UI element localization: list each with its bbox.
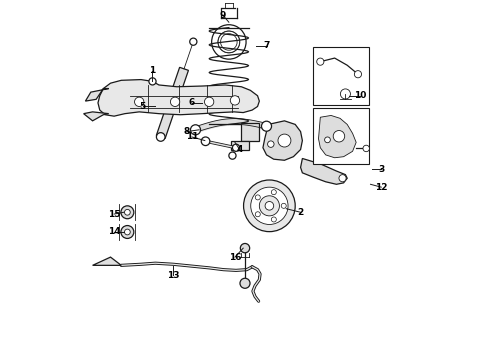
- Circle shape: [363, 145, 369, 152]
- Polygon shape: [93, 257, 122, 265]
- Circle shape: [271, 217, 276, 222]
- Circle shape: [232, 144, 240, 151]
- Text: 4: 4: [237, 145, 243, 154]
- Circle shape: [156, 133, 165, 141]
- Circle shape: [354, 71, 362, 78]
- Circle shape: [191, 125, 200, 135]
- Circle shape: [333, 131, 344, 142]
- Circle shape: [201, 137, 210, 145]
- Circle shape: [271, 190, 276, 195]
- Circle shape: [255, 195, 260, 200]
- Circle shape: [339, 175, 346, 182]
- Circle shape: [171, 97, 180, 107]
- Polygon shape: [300, 158, 347, 184]
- Circle shape: [251, 187, 288, 225]
- Circle shape: [278, 134, 291, 147]
- Text: 3: 3: [378, 165, 384, 174]
- Text: 1: 1: [149, 66, 156, 75]
- Text: 2: 2: [297, 208, 304, 217]
- Circle shape: [262, 121, 271, 131]
- Circle shape: [204, 97, 214, 107]
- Text: 16: 16: [229, 253, 241, 262]
- Text: 6: 6: [189, 98, 195, 107]
- Text: 12: 12: [375, 183, 388, 192]
- Text: 14: 14: [108, 228, 121, 237]
- Polygon shape: [156, 67, 189, 139]
- Circle shape: [121, 226, 134, 238]
- Circle shape: [341, 89, 350, 99]
- Polygon shape: [318, 116, 356, 158]
- Circle shape: [135, 97, 144, 107]
- Circle shape: [240, 243, 250, 253]
- Circle shape: [124, 210, 130, 215]
- Text: 10: 10: [354, 91, 366, 100]
- Text: 8: 8: [184, 127, 190, 136]
- Circle shape: [121, 206, 134, 219]
- Circle shape: [265, 202, 274, 210]
- Circle shape: [149, 78, 156, 85]
- Text: 7: 7: [263, 41, 270, 50]
- Circle shape: [229, 152, 236, 159]
- Circle shape: [124, 229, 130, 235]
- Text: 9: 9: [220, 10, 226, 19]
- Circle shape: [190, 38, 197, 45]
- Text: 13: 13: [167, 270, 179, 279]
- Circle shape: [255, 212, 260, 217]
- Circle shape: [244, 180, 295, 231]
- Circle shape: [317, 58, 324, 65]
- Circle shape: [268, 141, 274, 147]
- Text: 15: 15: [108, 210, 121, 219]
- Circle shape: [240, 278, 250, 288]
- Polygon shape: [263, 121, 302, 160]
- Bar: [313, 108, 368, 164]
- Circle shape: [281, 203, 286, 208]
- Polygon shape: [84, 112, 109, 121]
- Polygon shape: [231, 140, 248, 149]
- Bar: [313, 47, 368, 105]
- Circle shape: [230, 96, 240, 105]
- Polygon shape: [242, 123, 259, 140]
- Circle shape: [324, 137, 330, 143]
- Text: 11: 11: [186, 132, 198, 141]
- Polygon shape: [98, 80, 259, 116]
- Polygon shape: [85, 89, 109, 101]
- Text: 5: 5: [140, 102, 146, 111]
- Circle shape: [259, 196, 279, 216]
